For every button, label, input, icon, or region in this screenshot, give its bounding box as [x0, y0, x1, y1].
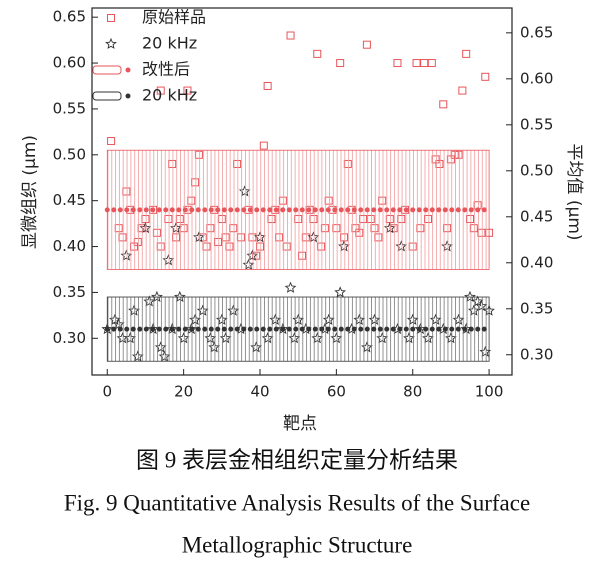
y-tick-label: 0.55 [53, 99, 86, 117]
legend-label: 改性后 [142, 60, 190, 79]
y-tick-label: 0.65 [53, 8, 86, 26]
square-marker [393, 59, 402, 68]
square-marker [336, 59, 345, 68]
legend-label: 原始样品 [142, 8, 206, 27]
y-tick-label: 0.35 [53, 283, 86, 301]
square-marker [481, 72, 490, 81]
x-tick-label: 80 [403, 383, 422, 401]
y-tick-label: 0.50 [53, 145, 86, 163]
square-marker [362, 40, 371, 49]
y2-tick-label: 0.35 [520, 299, 553, 317]
y2-tick-label: 0.65 [520, 23, 553, 41]
square-marker [420, 59, 429, 68]
y2-tick-label: 0.45 [520, 207, 553, 225]
y-tick-label: 0.30 [53, 329, 86, 347]
y2-tick-label: 0.60 [520, 69, 553, 87]
x-tick-label: 100 [475, 383, 504, 401]
x-axis-label: 靶点 [283, 414, 317, 434]
square-marker [427, 59, 436, 68]
legend-swatch [92, 91, 122, 101]
square-marker [259, 141, 268, 150]
star-marker [334, 286, 347, 298]
y-tick-label: 0.40 [53, 237, 86, 255]
square-marker [107, 14, 115, 22]
square-marker [107, 137, 116, 146]
y2-tick-label: 0.40 [520, 253, 553, 271]
legend-swatch [125, 93, 131, 99]
caption: Metallographic Structure [182, 532, 413, 557]
y2-tick-label: 0.55 [520, 115, 553, 133]
legend-label: 20 kHz [142, 86, 197, 105]
square-marker [313, 49, 322, 58]
legend-swatch [92, 65, 122, 75]
x-tick-label: 40 [250, 383, 269, 401]
plot-frame [91, 7, 513, 376]
y-tick-label: 0.45 [53, 191, 86, 209]
x-tick-label: 0 [102, 383, 112, 401]
square-marker [286, 31, 295, 40]
caption: Fig. 9 Quantitative Analysis Results of … [64, 490, 530, 515]
star-marker [284, 281, 297, 293]
square-marker [458, 86, 467, 95]
square-marker [412, 59, 421, 68]
caption: 图 9 表层金相组织定量分析结果 [136, 447, 458, 472]
square-marker [439, 100, 448, 109]
x-tick-label: 60 [327, 383, 346, 401]
y2-axis-label: 平均值 (μm) [564, 143, 584, 240]
legend-label: 20 kHz [142, 34, 197, 53]
y-tick-label: 0.60 [53, 54, 86, 72]
y-axis-label: 显微组织 (μm) [20, 135, 40, 249]
square-marker [183, 86, 192, 95]
y2-tick-label: 0.50 [520, 161, 553, 179]
x-tick-label: 20 [174, 383, 193, 401]
square-marker [156, 86, 165, 95]
square-marker [263, 81, 272, 90]
y2-tick-label: 0.30 [520, 345, 553, 363]
square-marker [462, 49, 471, 58]
legend-swatch [125, 67, 131, 73]
star-marker [105, 37, 117, 49]
